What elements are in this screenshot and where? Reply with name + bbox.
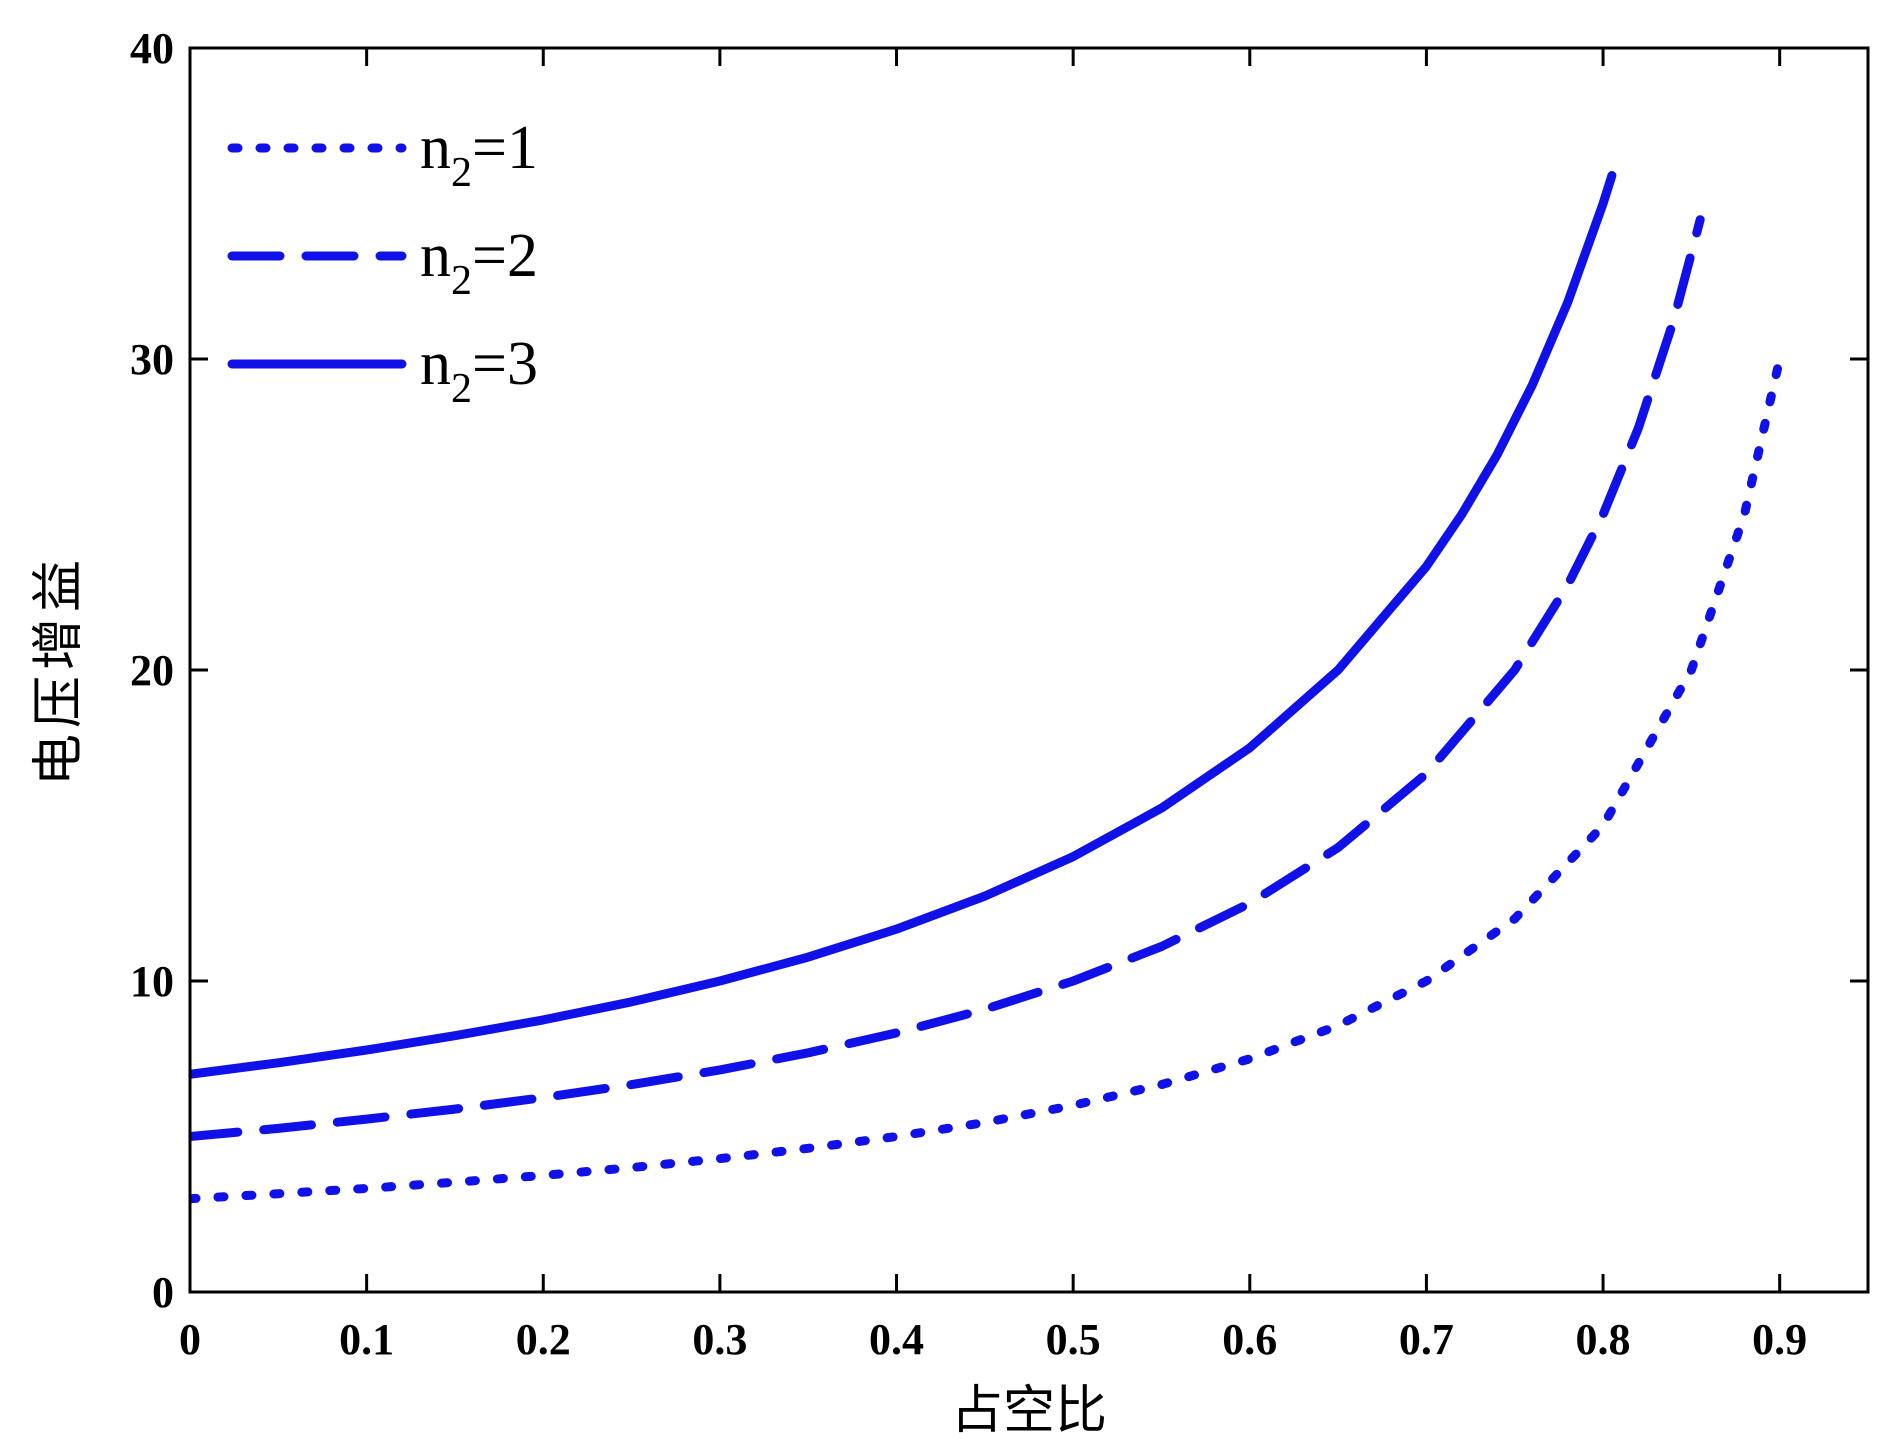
- y-tick-label: 0: [152, 1268, 174, 1317]
- x-tick-label: 0.4: [869, 1315, 924, 1364]
- x-tick-label: 0.2: [516, 1315, 571, 1364]
- legend: n2=1 n2=2 n2=3: [227, 114, 538, 412]
- x-tick-label: 0.3: [692, 1315, 747, 1364]
- x-axis-title: 占空比: [951, 1381, 1107, 1441]
- x-tick-label: 0.6: [1222, 1315, 1277, 1364]
- ticks-layer: 0 0.1 0.2 0.3 0.4 0.5 0.6 0.7 0.8 0.9 0 10 20 30 40: [130, 24, 1868, 1364]
- x-tick-label: 0.9: [1752, 1315, 1807, 1364]
- x-tick-label: 0.1: [339, 1315, 394, 1364]
- y-tick-label: 30: [130, 335, 174, 384]
- x-tick-label: 0: [179, 1315, 201, 1364]
- x-tick-label: 0.7: [1399, 1315, 1454, 1364]
- y-tick-label: 10: [130, 957, 174, 1006]
- y-axis-title: 电压增益: [29, 554, 89, 786]
- x-tick-label: 0.5: [1046, 1315, 1101, 1364]
- series-layer: [190, 171, 1785, 1204]
- legend-label-1: n2=1: [420, 114, 538, 196]
- legend-label-2: n2=2: [420, 222, 538, 304]
- series-line-3: [190, 171, 1617, 1079]
- y-tick-label: 40: [130, 24, 174, 73]
- y-tick-label: 20: [130, 646, 174, 695]
- x-tick-label: 0.8: [1576, 1315, 1631, 1364]
- legend-label-3: n2=3: [420, 330, 538, 412]
- series-line-2: [190, 215, 1705, 1141]
- series-line-1: [190, 354, 1785, 1204]
